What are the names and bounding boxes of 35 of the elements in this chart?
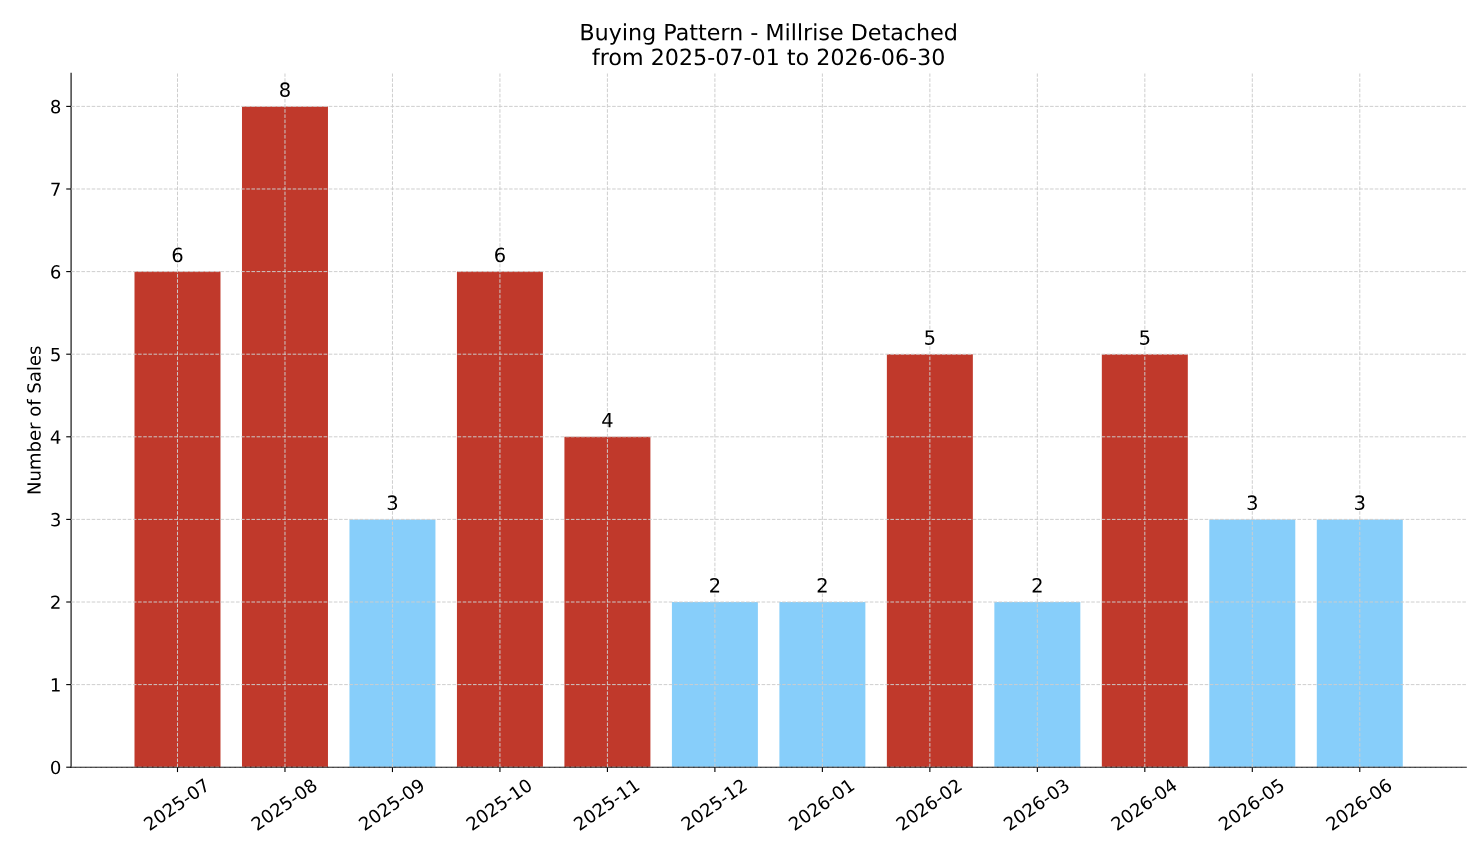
y-tick-label: 6: [51, 265, 61, 279]
y-tick-label: 5: [51, 347, 60, 362]
y-tick-label: 8: [51, 99, 61, 114]
data-label: 2: [710, 577, 720, 593]
bar: [886, 354, 973, 768]
bar: [779, 602, 866, 768]
data-label: 6: [495, 247, 505, 263]
y-tick-label: 3: [51, 512, 60, 527]
y-tick-label: 4: [50, 430, 61, 444]
bar: [1209, 519, 1296, 768]
data-label: 3: [387, 495, 398, 511]
data-label: 8: [280, 82, 290, 98]
bar: [349, 519, 436, 768]
bar: [1101, 354, 1188, 768]
y-tick-label: 1: [51, 678, 60, 692]
data-label: 4: [602, 413, 613, 428]
data-label: 6: [172, 247, 183, 263]
bar: [994, 602, 1081, 768]
data-label: 3: [1355, 495, 1365, 511]
y-tick-label: 0: [51, 760, 61, 775]
data-label: 5: [1140, 330, 1150, 345]
y-tick-label: 2: [51, 595, 60, 609]
bar: [456, 271, 543, 768]
bar: [564, 436, 651, 768]
data-label: 2: [1032, 577, 1042, 593]
data-label: 5: [925, 330, 935, 345]
data-label: 2: [817, 577, 827, 593]
bar: [1316, 519, 1403, 768]
chart-title: Buying Pattern - Millrise Detached from 2025-07-01 to 2026-06-30: [581, 23, 956, 66]
bar: [241, 106, 328, 768]
data-label: 3: [1247, 495, 1257, 511]
bar: [671, 602, 758, 768]
y-axis-title: Number of Sales: [26, 346, 41, 494]
bar: [134, 271, 221, 768]
y-tick-label: 7: [51, 182, 60, 196]
